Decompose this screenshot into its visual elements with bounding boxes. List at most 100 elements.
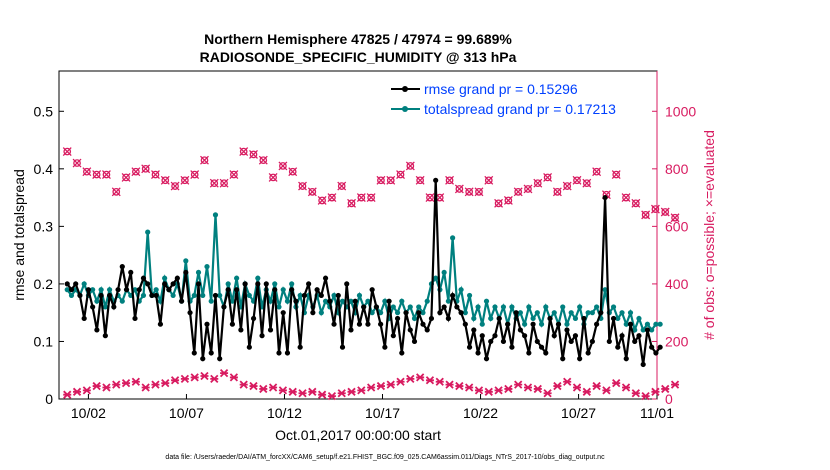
spread-point — [564, 321, 570, 327]
left-tick-label: 0.5 — [34, 103, 54, 119]
obs-evaluated-point — [92, 381, 101, 391]
spread-point — [365, 298, 371, 304]
spread-point — [297, 292, 303, 299]
right-tick-label: 200 — [665, 333, 689, 349]
spread-point — [394, 310, 401, 316]
x-axis-ticks: 10/02 10/07 10/12 10/17 10/22 10/27 11/01 — [71, 394, 674, 421]
left-tick-label: 0.4 — [34, 161, 54, 177]
rmse-point — [530, 321, 536, 327]
obs-evaluated-point — [268, 383, 278, 392]
obs-evaluated-point — [112, 380, 121, 389]
obs-evaluated-point — [523, 383, 533, 392]
spread-point — [318, 310, 324, 316]
obs-evaluated-point — [504, 384, 513, 394]
spread-point — [441, 269, 447, 276]
x-tick-label: 10/02 — [71, 405, 106, 421]
spread-point — [640, 327, 646, 333]
rmse-point — [348, 327, 354, 333]
obs-possible-point — [660, 207, 670, 217]
obs-evaluated-point — [180, 374, 190, 383]
obs-possible-point — [268, 172, 278, 182]
rmse-point — [73, 281, 79, 287]
rmse-point — [297, 344, 303, 350]
legend-spread-label: totalspread grand pr = 0.17213 — [424, 101, 616, 117]
obs-evaluated-point — [386, 380, 395, 389]
obs-possible-point — [337, 181, 347, 191]
rmse-point — [187, 310, 193, 316]
spread-point — [644, 321, 651, 327]
rmse-point — [361, 304, 367, 310]
obs-possible-point — [523, 184, 533, 194]
obs-possible-point — [200, 155, 209, 165]
rmse-point — [314, 287, 320, 293]
right-tick-label: 600 — [665, 218, 689, 234]
x-tick-label: 11/01 — [640, 405, 674, 421]
obs-evaluated-point — [543, 389, 552, 398]
obs-evaluated-point — [670, 380, 680, 389]
rmse-series — [64, 177, 663, 368]
spread-point — [632, 327, 638, 333]
x-tick-label: 10/12 — [267, 405, 302, 421]
rmse-point — [505, 321, 511, 327]
rmse-point — [424, 327, 430, 333]
obs-evaluated-point — [190, 373, 199, 382]
spread-point — [483, 298, 490, 304]
obs-evaluated-point — [631, 389, 640, 398]
rmse-point — [420, 321, 426, 327]
spread-point — [517, 310, 523, 316]
obs-possible-point — [376, 175, 386, 185]
spread-point — [280, 287, 286, 293]
spread-point — [255, 275, 261, 281]
rmse-point — [344, 281, 350, 287]
obs-evaluated-point — [416, 373, 425, 382]
obs-possible-point — [552, 187, 562, 197]
rmse-point — [382, 344, 388, 350]
obs-evaluated-point — [278, 386, 288, 395]
rmse-point — [106, 292, 113, 299]
rmse-point — [458, 310, 464, 316]
y-axis-label-right: # of obs: o=possible; ×=evaluated — [701, 130, 717, 340]
spread-point — [424, 298, 430, 304]
spread-point — [162, 275, 168, 281]
rmse-point — [585, 350, 591, 356]
obs-possible-point — [356, 193, 366, 203]
obs-evaluated-point — [641, 391, 650, 401]
obs-evaluated-point — [219, 368, 229, 378]
rmse-point — [306, 281, 312, 287]
spread-point — [530, 315, 536, 322]
spread-point — [145, 229, 151, 235]
obs-evaluated-point — [376, 381, 386, 391]
spread-point — [81, 281, 87, 287]
spread-point — [610, 304, 617, 310]
rmse-point — [657, 344, 663, 350]
obs-possible-point — [405, 161, 415, 171]
spread-point — [170, 292, 176, 299]
rmse-point — [119, 264, 125, 270]
obs-evaluated-point — [582, 387, 591, 396]
obs-possible-point — [160, 175, 170, 185]
spread-point — [369, 310, 375, 316]
spread-point — [411, 315, 418, 322]
spread-point — [217, 292, 223, 299]
rmse-point — [369, 287, 375, 293]
rmse-point — [644, 327, 651, 333]
rmse-point — [572, 333, 579, 339]
rmse-point — [568, 338, 574, 345]
x-tick-label: 10/22 — [463, 405, 498, 421]
spread-point — [475, 304, 481, 310]
obs-evaluated-point — [308, 387, 317, 396]
rmse-point — [441, 304, 447, 310]
spread-point — [538, 321, 545, 327]
obs-evaluated-point — [170, 376, 180, 385]
obs-possible-point — [582, 178, 592, 188]
obs-possible-point — [396, 170, 406, 180]
spread-point — [416, 304, 422, 310]
obs-evaluated-point — [141, 383, 150, 392]
rmse-point — [132, 315, 138, 322]
obs-possible-point — [131, 167, 141, 177]
obs-evaluated-point — [200, 371, 209, 381]
spread-point — [246, 292, 252, 299]
rmse-point — [200, 356, 206, 362]
spread-point — [284, 298, 291, 304]
